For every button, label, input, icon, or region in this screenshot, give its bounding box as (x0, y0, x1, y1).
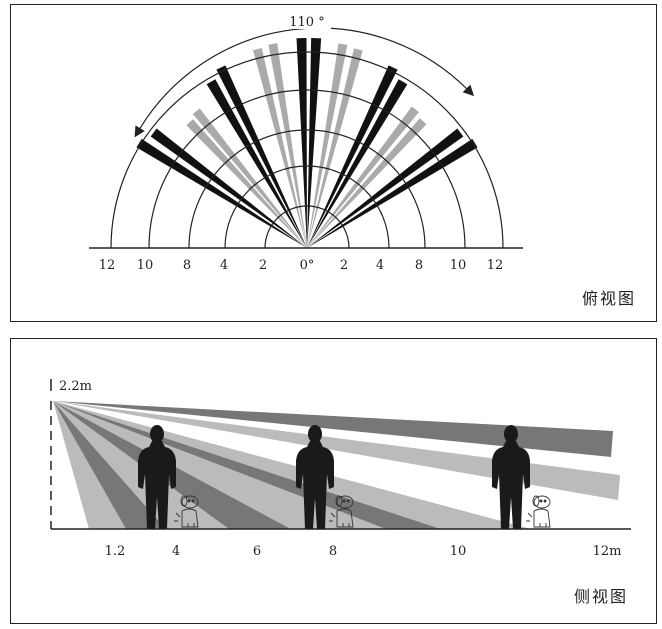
pet-dog-icon-0 (174, 495, 199, 528)
range-arc-2 (224, 165, 390, 249)
band-dark-8 (53, 401, 613, 457)
band-light-7 (53, 401, 620, 500)
beam-dark-1 (150, 128, 307, 248)
range-arcs (110, 51, 504, 249)
range-label-2: 8 (183, 258, 191, 273)
beam-dark-0 (136, 138, 307, 248)
range-arc-5 (110, 51, 504, 249)
range-label-9: 10 (450, 258, 467, 273)
top-view-diagram: 110 ° 12 10 8 4 2 0° 2 4 8 10 12 (89, 13, 523, 273)
beam-dark-9 (307, 37, 322, 248)
range-label-4: 2 (259, 258, 267, 273)
pet-dog-icon-1 (329, 495, 354, 528)
range-label-7: 4 (376, 258, 384, 273)
range-label-1: 10 (137, 258, 154, 273)
height-label: 2.2m (59, 379, 92, 394)
coverage-angle-arrow (134, 27, 475, 138)
distance-label-4: 10 (450, 544, 467, 559)
detection-beams (136, 37, 478, 249)
range-label-6: 2 (340, 258, 348, 273)
side-view-diagram: 2.2m 1.2 4 6 8 10 12m (50, 379, 631, 559)
person-silhouette-2 (492, 425, 530, 529)
distance-label-3: 8 (329, 544, 337, 559)
side-view-caption: 侧视图 (573, 587, 628, 606)
distance-label-0: 1.2 (105, 544, 126, 559)
band-light-6 (53, 401, 531, 529)
beam-light-3 (192, 108, 307, 248)
distance-label-2: 6 (253, 544, 261, 559)
beam-light-14 (307, 106, 419, 248)
beam-light-2 (186, 119, 307, 248)
range-arc-1 (264, 205, 350, 249)
range-label-5: 0° (300, 258, 315, 273)
beam-dark-17 (307, 138, 478, 248)
range-label-8: 8 (415, 258, 423, 273)
top-view-caption: 俯视图 (581, 289, 636, 308)
beam-dark-16 (307, 128, 464, 248)
distance-labels: 1.2 4 6 8 10 12m (105, 544, 622, 559)
top-view-panel: 110 ° 12 10 8 4 2 0° 2 4 8 10 12 俯视图 (10, 4, 657, 322)
distance-label-5: 12m (593, 544, 622, 559)
person-silhouette-1 (296, 425, 334, 529)
angle-label: 110 ° (289, 15, 324, 30)
range-label-0: 12 (99, 258, 116, 273)
person-silhouette-0 (138, 425, 176, 529)
range-labels: 12 10 8 4 2 0° 2 4 8 10 12 (99, 258, 504, 273)
pet-dog-icon-2 (526, 495, 551, 528)
range-label-3: 4 (220, 258, 228, 273)
range-label-10: 12 (487, 258, 504, 273)
beam-light-15 (307, 118, 427, 249)
figures (138, 425, 551, 529)
side-view-panel: 2.2m 1.2 4 6 8 10 12m 侧视图 (10, 338, 657, 624)
distance-label-1: 4 (172, 544, 180, 559)
